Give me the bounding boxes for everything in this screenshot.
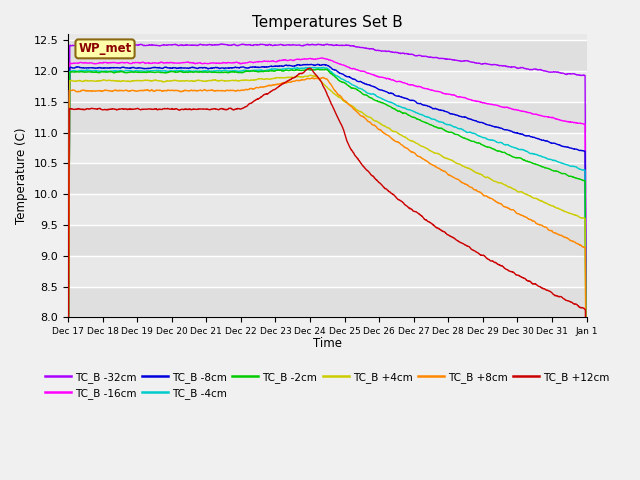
TC_B +12cm	[517, 274, 525, 279]
Bar	[68, 163, 587, 194]
TC_B -32cm	[263, 42, 271, 48]
Line: TC_B +12cm: TC_B +12cm	[68, 68, 587, 480]
TC_B +4cm	[64, 443, 72, 448]
TC_B +12cm	[305, 65, 313, 71]
TC_B -8cm	[285, 62, 293, 68]
TC_B +8cm	[573, 240, 580, 246]
Title: Temperatures Set B: Temperatures Set B	[252, 15, 403, 30]
TC_B +12cm	[573, 301, 580, 307]
TC_B -2cm	[64, 438, 72, 444]
TC_B -4cm	[263, 67, 271, 73]
TC_B +8cm	[64, 423, 72, 429]
Line: TC_B -16cm: TC_B -16cm	[68, 58, 587, 437]
Line: TC_B -2cm: TC_B -2cm	[68, 69, 587, 464]
TC_B -4cm	[573, 164, 580, 170]
TC_B -2cm	[517, 155, 525, 161]
TC_B +12cm	[64, 433, 72, 439]
TC_B +8cm	[124, 88, 131, 94]
Bar	[68, 40, 587, 71]
Line: TC_B -4cm: TC_B -4cm	[68, 68, 587, 458]
TC_B -8cm	[517, 131, 525, 137]
TC_B -4cm	[154, 68, 162, 73]
Legend: TC_B -32cm, TC_B -16cm, TC_B -8cm, TC_B -4cm, TC_B -2cm, TC_B +4cm, TC_B +8cm, T: TC_B -32cm, TC_B -16cm, TC_B -8cm, TC_B …	[41, 368, 614, 403]
TC_B -2cm	[124, 70, 131, 75]
TC_B -8cm	[154, 65, 162, 71]
TC_B -4cm	[285, 66, 293, 72]
TC_B -32cm	[285, 42, 293, 48]
TC_B -32cm	[124, 42, 131, 48]
TC_B -32cm	[583, 403, 591, 409]
Line: TC_B +4cm: TC_B +4cm	[68, 75, 587, 480]
TC_B -16cm	[583, 431, 591, 436]
TC_B +8cm	[263, 84, 271, 89]
Bar	[68, 287, 587, 317]
TC_B +12cm	[263, 91, 271, 97]
TC_B +12cm	[285, 77, 293, 83]
TC_B -8cm	[307, 61, 315, 67]
TC_B +12cm	[154, 107, 162, 112]
TC_B -16cm	[285, 57, 293, 63]
TC_B +4cm	[517, 189, 525, 194]
TC_B -4cm	[517, 147, 525, 153]
TC_B -2cm	[573, 175, 580, 181]
TC_B -8cm	[583, 445, 591, 451]
TC_B -16cm	[124, 60, 131, 65]
TC_B -16cm	[517, 108, 525, 114]
TC_B -2cm	[285, 68, 293, 73]
TC_B -16cm	[573, 120, 580, 126]
Bar	[68, 102, 587, 132]
TC_B +8cm	[285, 79, 293, 85]
TC_B -32cm	[517, 64, 525, 70]
TC_B -8cm	[124, 65, 131, 71]
TC_B -2cm	[154, 69, 162, 75]
Y-axis label: Temperature (C): Temperature (C)	[15, 127, 28, 224]
TC_B +4cm	[263, 76, 271, 82]
X-axis label: Time: Time	[313, 337, 342, 350]
Text: WP_met: WP_met	[78, 42, 132, 55]
TC_B -2cm	[583, 461, 591, 467]
TC_B -8cm	[573, 146, 580, 152]
TC_B -4cm	[583, 456, 591, 461]
TC_B -32cm	[573, 72, 580, 78]
TC_B -8cm	[263, 64, 271, 70]
TC_B +4cm	[307, 72, 314, 78]
Line: TC_B -8cm: TC_B -8cm	[68, 64, 587, 448]
TC_B +4cm	[124, 78, 131, 84]
Line: TC_B -32cm: TC_B -32cm	[68, 44, 587, 427]
TC_B +4cm	[285, 74, 293, 80]
TC_B -8cm	[64, 436, 72, 442]
TC_B -32cm	[64, 424, 72, 430]
TC_B +12cm	[124, 107, 131, 112]
TC_B -32cm	[218, 41, 225, 47]
Line: TC_B +8cm: TC_B +8cm	[68, 77, 587, 480]
TC_B -4cm	[124, 68, 131, 73]
TC_B -16cm	[64, 434, 72, 440]
TC_B -4cm	[308, 65, 316, 71]
TC_B +8cm	[319, 74, 326, 80]
TC_B +4cm	[573, 213, 580, 218]
TC_B -32cm	[154, 43, 162, 48]
TC_B -4cm	[64, 437, 72, 443]
TC_B -2cm	[314, 66, 321, 72]
TC_B +8cm	[154, 87, 162, 93]
TC_B +8cm	[517, 212, 525, 218]
Bar	[68, 225, 587, 256]
TC_B -16cm	[318, 55, 326, 60]
TC_B +4cm	[154, 78, 162, 84]
TC_B -2cm	[263, 68, 271, 74]
TC_B -16cm	[263, 59, 271, 64]
TC_B -16cm	[154, 60, 162, 66]
